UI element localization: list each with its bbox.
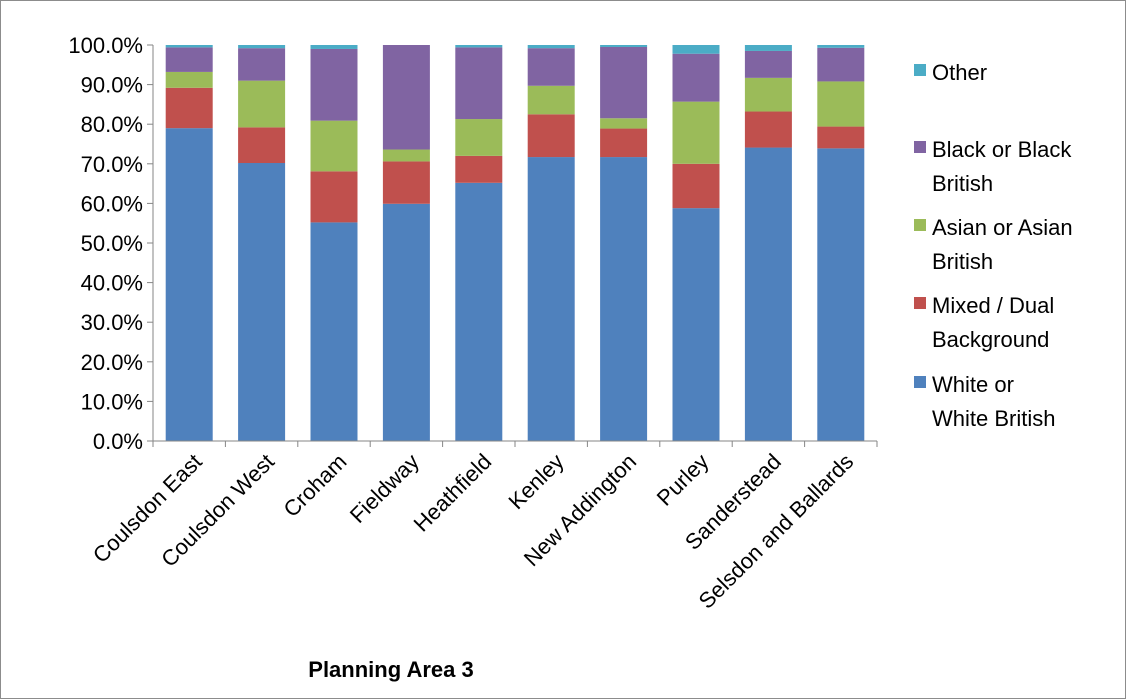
bar-segment <box>455 45 503 48</box>
bars-layer <box>165 45 865 442</box>
bar-segment <box>310 48 358 121</box>
x-axis-title: Planning Area 3 <box>308 657 473 682</box>
y-tick-label: 30.0% <box>81 310 143 335</box>
bar-segment <box>382 161 430 204</box>
bar-segment <box>238 127 286 164</box>
bar-segment <box>165 47 213 72</box>
legend-label: British <box>932 249 993 274</box>
bar-segment <box>165 128 213 441</box>
bar-segment <box>600 128 648 158</box>
bar-segment <box>455 155 503 183</box>
bar-segment <box>672 208 720 441</box>
bar-segment <box>817 126 865 149</box>
bar-segment <box>455 119 503 156</box>
bar-segment <box>455 47 503 120</box>
bar-segment <box>238 48 286 81</box>
y-tick-label: 40.0% <box>81 271 143 296</box>
legend-label: Mixed / Dual <box>932 293 1054 318</box>
legend: Other Black or Black British Asian or Asian… <box>914 60 1073 431</box>
legend-swatch <box>914 141 926 153</box>
bar-segment <box>527 45 575 49</box>
y-tick-label: 60.0% <box>81 191 143 216</box>
y-tick-label: 10.0% <box>81 389 143 414</box>
legend-label: White or <box>932 372 1014 397</box>
bar-segment <box>238 163 286 441</box>
bar-segment <box>455 182 503 441</box>
bar-segment <box>744 77 792 112</box>
bar-segment <box>817 148 865 442</box>
x-tick-label: Kenley <box>503 449 568 514</box>
y-tick-labels: 0.0% 10.0% 20.0% 30.0% 40.0% 50.0% 60.0% 70.0% 8… <box>68 33 143 454</box>
y-tick-label: 90.0% <box>81 73 143 98</box>
bar-segment <box>817 45 865 48</box>
legend-label: Other <box>932 60 987 85</box>
bar-segment <box>744 45 792 51</box>
bar-segment <box>310 171 358 223</box>
legend-swatch <box>914 219 926 231</box>
legend-label: Asian or Asian <box>932 215 1073 240</box>
bar-segment <box>600 157 648 441</box>
bar-segment <box>310 120 358 172</box>
bar-segment <box>744 50 792 78</box>
legend-label: White British <box>932 406 1055 431</box>
y-tick-label: 80.0% <box>81 112 143 137</box>
y-tick-label: 70.0% <box>81 152 143 177</box>
legend-label: British <box>932 171 993 196</box>
x-tick-label: Croham <box>279 449 352 522</box>
bar-segment <box>165 87 213 129</box>
bar-segment <box>527 114 575 158</box>
bar-segment <box>744 111 792 148</box>
bar-segment <box>238 80 286 128</box>
legend-label: Background <box>932 327 1049 352</box>
bar-segment <box>672 101 720 164</box>
bar-segment <box>310 45 358 49</box>
bar-segment <box>165 71 213 88</box>
bar-segment <box>382 149 430 162</box>
bar-segment <box>527 157 575 441</box>
bar-segment <box>600 45 648 47</box>
bar-segment <box>238 45 286 49</box>
axes-layer <box>147 44 878 447</box>
bar-segment <box>672 45 720 54</box>
x-tick-label: Heathfield <box>409 449 497 537</box>
bar-segment <box>527 85 575 115</box>
legend-swatch <box>914 297 926 309</box>
legend-swatch <box>914 64 926 76</box>
bar-segment <box>527 48 575 86</box>
bar-segment <box>165 45 213 48</box>
y-tick-label: 20.0% <box>81 350 143 375</box>
y-tick-label: 0.0% <box>93 429 143 454</box>
bar-segment <box>817 47 865 82</box>
bar-segment <box>382 45 430 150</box>
y-tick-label: 100.0% <box>68 33 143 58</box>
bar-segment <box>600 118 648 129</box>
bar-segment <box>744 147 792 441</box>
y-tick-label: 50.0% <box>81 231 143 256</box>
bar-segment <box>600 46 648 119</box>
bar-segment <box>672 53 720 102</box>
bar-segment <box>817 81 865 127</box>
bar-segment <box>382 203 430 441</box>
x-tick-label: Purley <box>652 449 714 511</box>
bar-segment <box>310 222 358 441</box>
bar-segment <box>672 163 720 209</box>
legend-swatch <box>914 376 926 388</box>
legend-label: Black or Black <box>932 137 1072 162</box>
